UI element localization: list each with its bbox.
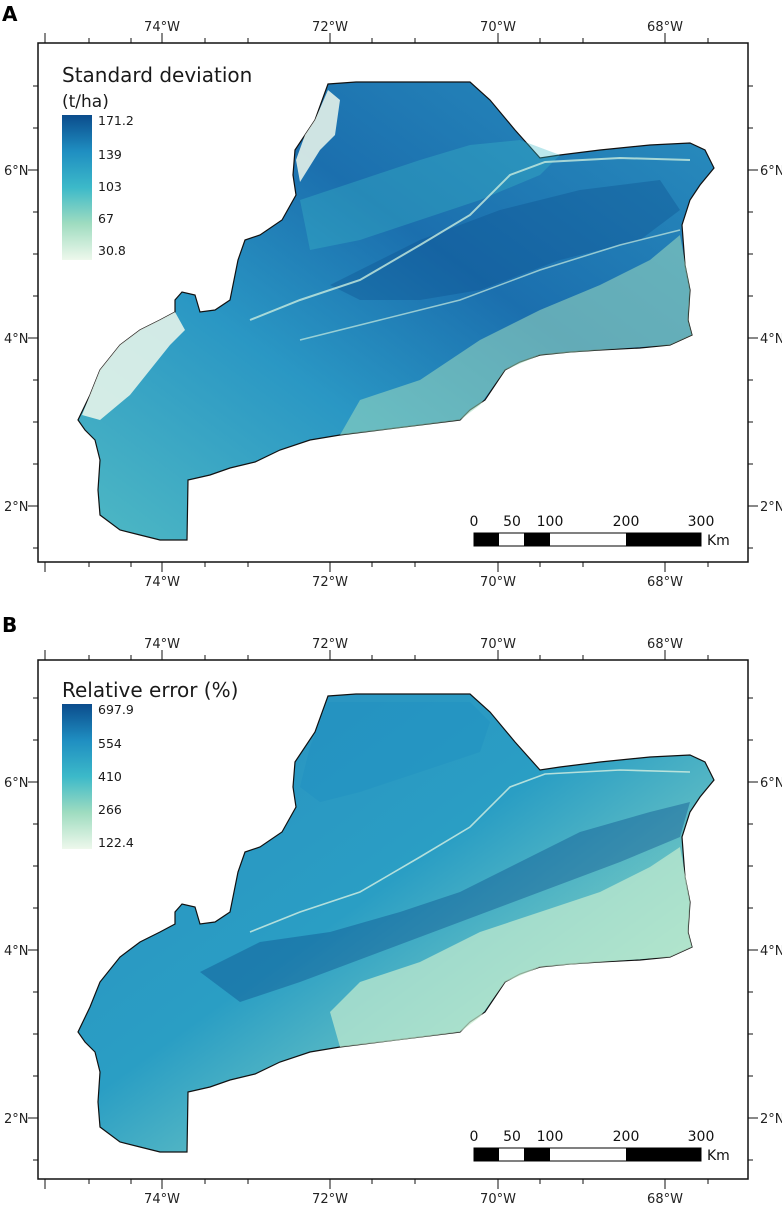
legend-value: 266 bbox=[98, 802, 122, 817]
lat-label-left: 2°N bbox=[4, 500, 29, 515]
legend-value: 103 bbox=[98, 179, 122, 194]
scale-tick-label: 50 bbox=[503, 514, 521, 530]
scale-unit: Km bbox=[707, 533, 730, 549]
lon-label-top: 68°W bbox=[647, 637, 683, 652]
lat-label-right: 4°N bbox=[760, 332, 782, 347]
lon-ticks-b bbox=[44, 650, 709, 1189]
high-value-area bbox=[300, 702, 490, 802]
scale-tick-label: 0 bbox=[470, 514, 479, 530]
legend-value: 697.9 bbox=[98, 702, 134, 717]
lat-label-left: 6°N bbox=[4, 776, 29, 791]
scale-tick-label: 200 bbox=[613, 1129, 640, 1145]
panel-letter-b: B bbox=[2, 613, 18, 637]
river-line bbox=[249, 156, 691, 321]
legend-value: 171.2 bbox=[98, 113, 134, 128]
legend-value: 122.4 bbox=[98, 835, 134, 850]
scale-tick-label: 0 bbox=[470, 1129, 479, 1145]
scale-tick-label: 300 bbox=[688, 514, 715, 530]
scale-tick-label: 50 bbox=[503, 1129, 521, 1145]
legend-colorbar-b bbox=[62, 704, 92, 849]
low-value-area bbox=[82, 312, 185, 420]
legend-title-b: Relative error (%) bbox=[62, 678, 238, 702]
lon-label-bottom: 70°W bbox=[480, 575, 516, 590]
scale-bar-b: 0 50 100 200 300 Km bbox=[470, 1129, 730, 1164]
lat-label-right: 6°N bbox=[760, 164, 782, 179]
legend-colorbar-a bbox=[62, 115, 92, 260]
lon-label-top: 74°W bbox=[144, 637, 180, 652]
scale-tick-label: 200 bbox=[613, 514, 640, 530]
map-b: 74°W 72°W 70°W 68°W 74°W 72°W 70°W 68°W … bbox=[4, 637, 782, 1207]
map-frame-a bbox=[37, 42, 749, 563]
map-frame-b bbox=[37, 659, 749, 1180]
region-shape-b bbox=[77, 693, 715, 1153]
legend-title-a: Standard deviation bbox=[62, 63, 252, 87]
scale-tick-label: 300 bbox=[688, 1129, 715, 1145]
low-value-area bbox=[296, 90, 340, 182]
lat-label-left: 4°N bbox=[4, 944, 29, 959]
river-line bbox=[249, 769, 691, 933]
lon-label-top: 72°W bbox=[312, 20, 348, 35]
map-a: 74°W 72°W 70°W 68°W 74°W 72°W 70°W 68°W … bbox=[4, 20, 782, 590]
scale-unit: Km bbox=[707, 1148, 730, 1164]
lat-label-left: 6°N bbox=[4, 164, 29, 179]
lon-label-bottom: 68°W bbox=[647, 575, 683, 590]
scale-tick-label: 100 bbox=[537, 1129, 564, 1145]
scale-tick-label: 100 bbox=[537, 514, 564, 530]
lat-label-left: 2°N bbox=[4, 1112, 29, 1127]
lon-label-bottom: 74°W bbox=[144, 575, 180, 590]
lon-label-bottom: 72°W bbox=[312, 575, 348, 590]
panel-letter-a: A bbox=[2, 2, 18, 26]
lon-ticks-a bbox=[44, 33, 709, 572]
lat-label-right: 2°N bbox=[760, 1112, 782, 1127]
lon-label-top: 74°W bbox=[144, 20, 180, 35]
lat-label-right: 2°N bbox=[760, 500, 782, 515]
lat-label-left: 4°N bbox=[4, 332, 29, 347]
lat-ticks-b bbox=[28, 697, 758, 1161]
lon-label-top: 68°W bbox=[647, 20, 683, 35]
legend-value: 554 bbox=[98, 736, 122, 751]
high-value-area bbox=[200, 802, 690, 1002]
mid-value-area bbox=[300, 140, 560, 250]
lat-label-right: 6°N bbox=[760, 776, 782, 791]
low-value-area bbox=[330, 847, 692, 1047]
lon-label-top: 70°W bbox=[480, 20, 516, 35]
legend-value: 67 bbox=[98, 211, 114, 226]
legend-unit-a: (t/ha) bbox=[62, 92, 109, 112]
scale-bar-a: 0 50 100 200 300 Km bbox=[470, 514, 730, 549]
high-value-area bbox=[330, 180, 680, 300]
legend-value: 410 bbox=[98, 769, 122, 784]
lon-label-top: 72°W bbox=[312, 637, 348, 652]
lon-label-top: 70°W bbox=[480, 637, 516, 652]
river-line bbox=[299, 229, 681, 341]
legend-value: 139 bbox=[98, 147, 122, 162]
mid-value-area bbox=[340, 235, 692, 435]
region-shape-a bbox=[77, 81, 715, 541]
lat-ticks-a bbox=[28, 85, 758, 549]
lat-label-right: 4°N bbox=[760, 944, 782, 959]
legend-value: 30.8 bbox=[98, 243, 126, 258]
